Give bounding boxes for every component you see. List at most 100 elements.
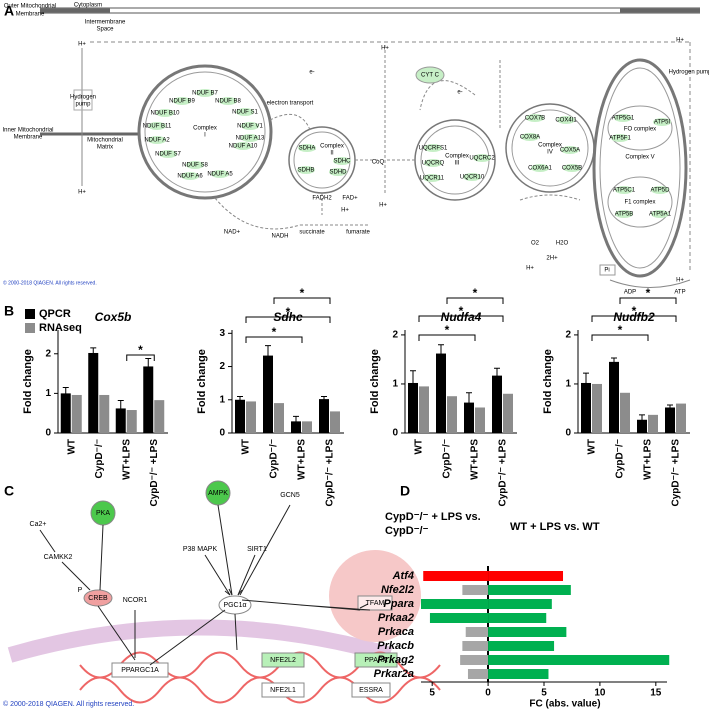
bar — [99, 394, 110, 433]
diagram-label: Inner Mitochondrial — [2, 128, 53, 134]
bar — [488, 585, 571, 595]
x-tick-label: 0 — [485, 688, 491, 699]
error-bar — [611, 357, 617, 366]
bar — [429, 613, 489, 623]
diagram-label: e- — [457, 90, 462, 96]
diagram-label: NDUF A5 — [207, 172, 233, 178]
significance-bracket — [245, 316, 331, 323]
x-tick-label: CypD⁻/⁻ +LPS — [325, 439, 336, 507]
significance-label: * — [459, 304, 464, 318]
diagram-label: UQCRFS1 — [419, 146, 448, 152]
diagram-label: NDUF A13 — [236, 136, 265, 142]
bar — [648, 414, 658, 433]
subunit-blob — [521, 133, 539, 141]
x-tick-label: CypD⁻/⁻ +LPS — [498, 439, 509, 507]
bar — [465, 627, 489, 637]
category-label: Prkacb — [377, 640, 414, 652]
subunit-blob — [156, 109, 174, 117]
y-axis-label: Fold change — [542, 349, 554, 414]
bar — [88, 352, 99, 433]
diagram-label: Complex — [538, 143, 562, 149]
diagram-label: II — [330, 151, 334, 157]
subunit-blob — [561, 146, 579, 154]
error-bar — [90, 347, 97, 359]
bar — [620, 392, 630, 433]
diagram-label: ATP5F1 — [609, 136, 631, 142]
bar — [423, 571, 489, 581]
bar — [464, 402, 474, 433]
diagram-label: ATP5B — [615, 212, 634, 218]
diagram-label: SDHB — [298, 168, 315, 174]
diagram-label: NAD+ — [224, 230, 241, 236]
bar — [665, 407, 675, 433]
y-tick-label: 0 — [565, 428, 571, 439]
diagram-label: Complex V — [625, 155, 654, 161]
error-bar — [293, 415, 299, 427]
subunit-blob — [236, 108, 254, 116]
error-bar — [237, 395, 243, 404]
chart-title: Nudfb2 — [613, 310, 655, 324]
y-axis-label: Fold change — [196, 349, 208, 414]
category-label: Prkaca — [378, 626, 414, 638]
error-bar — [583, 372, 589, 393]
diagram-label: Matrix — [97, 145, 113, 151]
node-label: PGC1α — [223, 602, 246, 609]
diagram-label: UQCRQ — [422, 161, 445, 167]
diagram-label: COX4I1 — [555, 118, 577, 124]
y-tick-label: 2 — [45, 348, 51, 359]
bar — [488, 669, 549, 679]
chart-title: Nudfa4 — [441, 310, 482, 324]
significance-label: * — [286, 305, 291, 319]
diagram-label: NDUF B9 — [169, 99, 195, 105]
diagram-label: Mitochondrial — [87, 138, 123, 144]
bar — [419, 386, 429, 433]
subunit-blob — [234, 142, 252, 150]
error-bar — [438, 344, 444, 363]
bar — [609, 361, 619, 433]
diagram-label: Cytoplasm — [74, 3, 102, 9]
diagram-label: fumarate — [346, 230, 370, 236]
bar — [488, 571, 564, 581]
diagram-label: NDUF A10 — [229, 144, 258, 150]
diagram-label: NDUF B8 — [215, 99, 241, 105]
subunit-blob — [424, 144, 442, 152]
node-label: PPARA — [364, 657, 388, 664]
diagram-label: UQCR10 — [460, 175, 485, 181]
significance-label: * — [618, 323, 623, 337]
diagram-label: ATP — [674, 290, 685, 296]
legend-label: QPCR — [39, 308, 71, 320]
panel-label: C — [4, 483, 14, 499]
x-tick-label: WT+LPS — [643, 439, 654, 480]
diagram-label: Complex — [445, 154, 469, 160]
x-tick-label: 5 — [541, 688, 547, 699]
chart-title: Cox5b — [95, 310, 132, 324]
subunit-blob — [531, 164, 549, 172]
diagram-label: F1 complex — [624, 200, 655, 206]
y-tick-label: 2 — [219, 361, 225, 372]
diagram-label: UQCRC2 — [469, 156, 495, 162]
diagram-label: Hydrogen pump — [669, 70, 709, 76]
panel-label: A — [4, 3, 14, 19]
node-label: CREB — [88, 595, 108, 602]
diagram-label: succinate — [299, 230, 325, 236]
series-header-text: CypD⁻/⁻ + LPS vs. CypD⁻/⁻ — [385, 511, 481, 537]
bar — [274, 403, 284, 433]
bar — [246, 401, 256, 433]
category-label: Nfe2l2 — [381, 584, 414, 596]
category-label: Prkag2 — [377, 654, 414, 666]
diagram-label: Pi — [604, 268, 609, 274]
significance-bracket — [126, 354, 155, 361]
diagram-label: ATP5A1 — [649, 212, 672, 218]
diagram-label: FADH2 — [312, 196, 332, 202]
diagram-label: III — [454, 161, 459, 167]
bar — [330, 411, 340, 433]
series-header-text: WT + LPS vs. WT — [510, 521, 600, 533]
y-tick-label: 2 — [392, 330, 398, 341]
copyright: © 2000-2018 QIAGEN. All rights reserved. — [3, 279, 97, 286]
diagram-label: H+ — [381, 46, 389, 52]
node-label: P — [78, 587, 83, 594]
subunit-blob — [186, 161, 204, 169]
diagram-label: COX6A1 — [528, 166, 552, 172]
x-tick-label: WT+LPS — [470, 439, 481, 480]
diagram-label: NDUF S7 — [155, 152, 181, 158]
